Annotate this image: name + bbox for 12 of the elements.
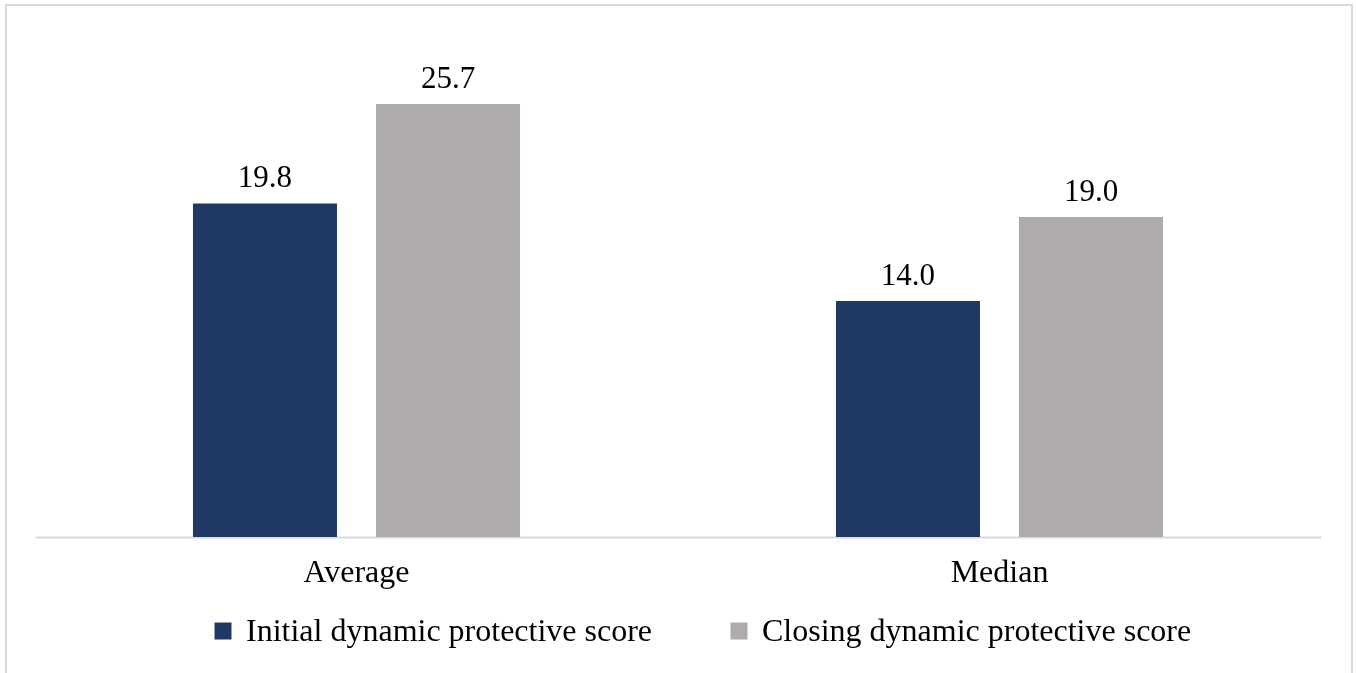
bar [375, 104, 521, 537]
bar [192, 203, 338, 537]
x-tick-label: Average [303, 552, 410, 589]
data-label: 14.0 [880, 257, 936, 293]
x-tick-label: Median [950, 552, 1049, 589]
legend-label: Closing dynamic protective score [762, 612, 1192, 648]
legend-label: Initial dynamic protective score [246, 612, 653, 648]
data-label: 19.0 [1063, 172, 1119, 208]
data-label: 19.8 [237, 159, 293, 195]
bar [835, 301, 981, 537]
data-label: 25.7 [420, 60, 476, 95]
bar [1018, 216, 1164, 537]
